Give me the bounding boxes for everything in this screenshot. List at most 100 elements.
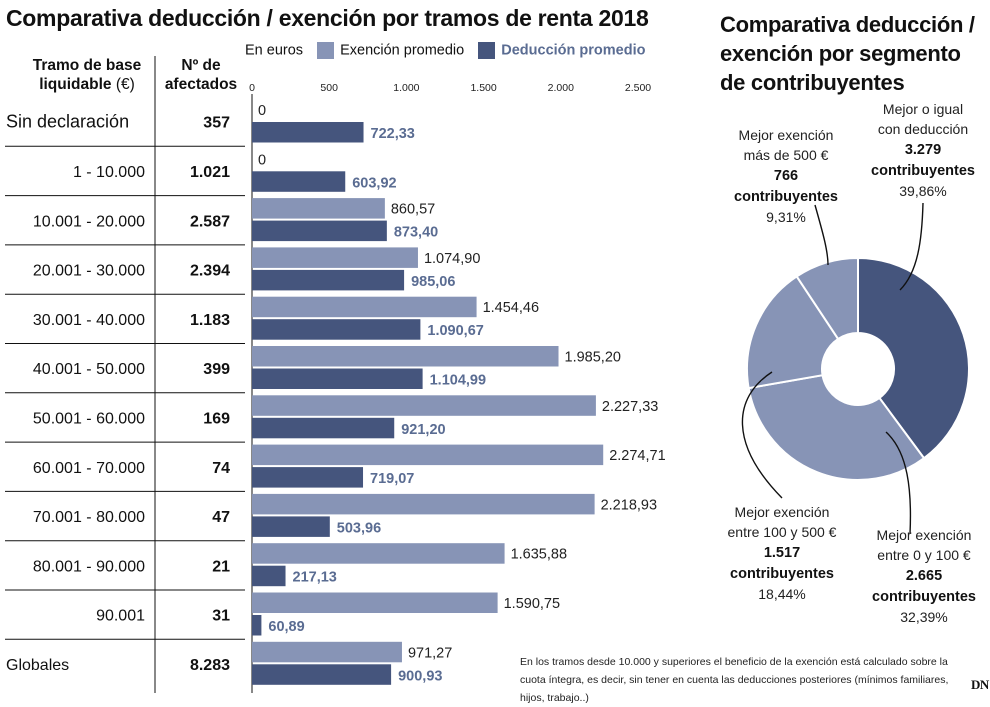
label-line: Mejor exención [734, 504, 830, 520]
label-count: 2.665 [905, 568, 943, 584]
data-label-deduccion: 900,93 [398, 668, 442, 684]
data-label-exencion: 971,27 [408, 645, 452, 661]
label-line: Mejor exención [876, 527, 972, 543]
bar-exencion [252, 592, 498, 613]
legend-label-exencion: Exención promedio [340, 42, 465, 59]
chart-legend: En euros Exención promedio Deducción pro… [245, 42, 645, 62]
data-label-deduccion: 873,40 [394, 225, 438, 241]
row-label: 1 - 10.000 [73, 164, 145, 181]
row-label: 20.001 - 30.000 [33, 263, 145, 280]
label-count: 1.517 [763, 545, 801, 561]
leader-line-100-500 [741, 371, 783, 499]
bar-exencion [252, 247, 418, 268]
donut-chart [741, 202, 970, 535]
leader-line-con-deduccion [899, 202, 924, 291]
row-label: 40.001 - 50.000 [33, 361, 145, 378]
afectados-value: 399 [203, 361, 230, 378]
data-label-exencion: 1.454,46 [483, 300, 539, 316]
row-label: 30.001 - 40.000 [33, 312, 145, 329]
data-label-deduccion: 985,06 [411, 274, 455, 290]
slice-mas-500 [795, 256, 859, 341]
afectados-value: 1.021 [190, 164, 230, 181]
bar-exencion [252, 198, 385, 219]
label-unit: contribuyentes [730, 566, 834, 582]
data-label-deduccion: 503,96 [337, 520, 381, 536]
row-label: Globales [6, 657, 69, 674]
col-header-tramo: Tramo de base liquidable (€) [22, 56, 152, 94]
bar-exencion [252, 493, 595, 515]
label-unit: contribuyentes [734, 189, 838, 205]
bar-exencion [252, 296, 477, 318]
afectados-value: 31 [212, 608, 230, 625]
data-label-exencion: 0 [258, 103, 266, 119]
bar-deduccion [252, 565, 286, 587]
col-header-tramo-unit: (€) [115, 76, 135, 93]
label-line: con deducción [877, 121, 969, 137]
label-line: más de 500 € [743, 147, 829, 163]
x-tick-label: 500 [320, 82, 338, 94]
bar-exencion [252, 395, 596, 416]
slice-100-500 [746, 275, 840, 390]
row-label: 50.001 - 60.000 [33, 410, 145, 427]
data-label-deduccion: 217,13 [293, 570, 337, 586]
afectados-value: 47 [212, 509, 230, 526]
label-percent: 9,31% [766, 209, 806, 225]
chart-title-right: Comparativa deducción / exención por seg… [720, 12, 975, 95]
row-label: 10.001 - 20.000 [33, 213, 145, 230]
data-label-exencion: 2.274,71 [609, 448, 665, 464]
label-percent: 32,39% [900, 609, 948, 625]
bar-deduccion [252, 368, 423, 389]
donut-label-con-deduccion: Mejor o igual con deducción 3.279 contri… [858, 99, 988, 201]
data-label-exencion: 1.635,88 [511, 547, 567, 563]
label-percent: 18,44% [758, 586, 806, 602]
bar-deduccion [252, 220, 387, 242]
data-label-exencion: 2.227,33 [602, 399, 658, 415]
label-line: Mejor o igual [882, 101, 964, 117]
col-header-afectados: Nº de afectados [164, 57, 238, 93]
x-tick-label: 0 [249, 82, 255, 94]
x-tick-label: 2.500 [625, 82, 651, 94]
label-percent: 39,86% [899, 183, 947, 199]
bar-exencion [252, 444, 604, 466]
bar-deduccion [252, 417, 395, 439]
donut-label-100-500: Mejor exención entre 100 y 500 € 1.517 c… [708, 502, 856, 604]
bar-exencion [252, 346, 559, 367]
bar-deduccion [252, 664, 392, 685]
data-label-deduccion: 719,07 [370, 471, 414, 487]
data-label-exencion: 860,57 [391, 202, 435, 218]
legend-swatch-deduccion [478, 42, 496, 59]
data-label-deduccion: 722,33 [371, 126, 415, 142]
data-label-deduccion: 60,89 [268, 619, 304, 635]
afectados-value: 169 [203, 410, 230, 427]
bar-exencion [252, 641, 402, 663]
row-label: 80.001 - 90.000 [33, 558, 145, 575]
units-label: En euros [245, 42, 304, 59]
bar-deduccion [252, 615, 262, 636]
label-unit: contribuyentes [871, 163, 975, 179]
legend-label-deduccion: Deducción promedio [501, 42, 646, 59]
label-line: entre 100 y 500 € [727, 524, 837, 540]
data-label-exencion: 1.590,75 [504, 596, 560, 612]
data-label-deduccion: 1.104,99 [430, 373, 486, 389]
label-line: Mejor exención [738, 127, 834, 143]
afectados-value: 1.183 [190, 312, 230, 329]
chart-title-left: Comparativa deducción / exención por tra… [6, 5, 649, 31]
slice-con-deduccion [857, 256, 970, 460]
donut-label-mas-500: Mejor exención más de 500 € 766 contribu… [722, 125, 850, 227]
data-label-exencion: 1.985,20 [565, 350, 621, 366]
data-label-exencion: 1.074,90 [424, 251, 480, 267]
bar-deduccion [252, 516, 330, 537]
legend-swatch-exencion [317, 42, 335, 59]
data-label-deduccion: 921,20 [401, 422, 445, 438]
col-header-tramo-label: Tramo de base liquidable [32, 57, 142, 93]
label-count: 3.279 [904, 142, 942, 158]
x-tick-label: 2.000 [548, 82, 574, 94]
data-label-exencion: 2.218,93 [601, 497, 657, 513]
bar-deduccion [252, 467, 364, 488]
label-unit: contribuyentes [872, 589, 976, 605]
bar-deduccion [252, 122, 364, 143]
leader-line-mas-500 [814, 204, 829, 266]
leader-line-0-100 [885, 431, 912, 535]
x-tick-label: 1.500 [470, 82, 496, 94]
bar-exencion [252, 543, 505, 564]
